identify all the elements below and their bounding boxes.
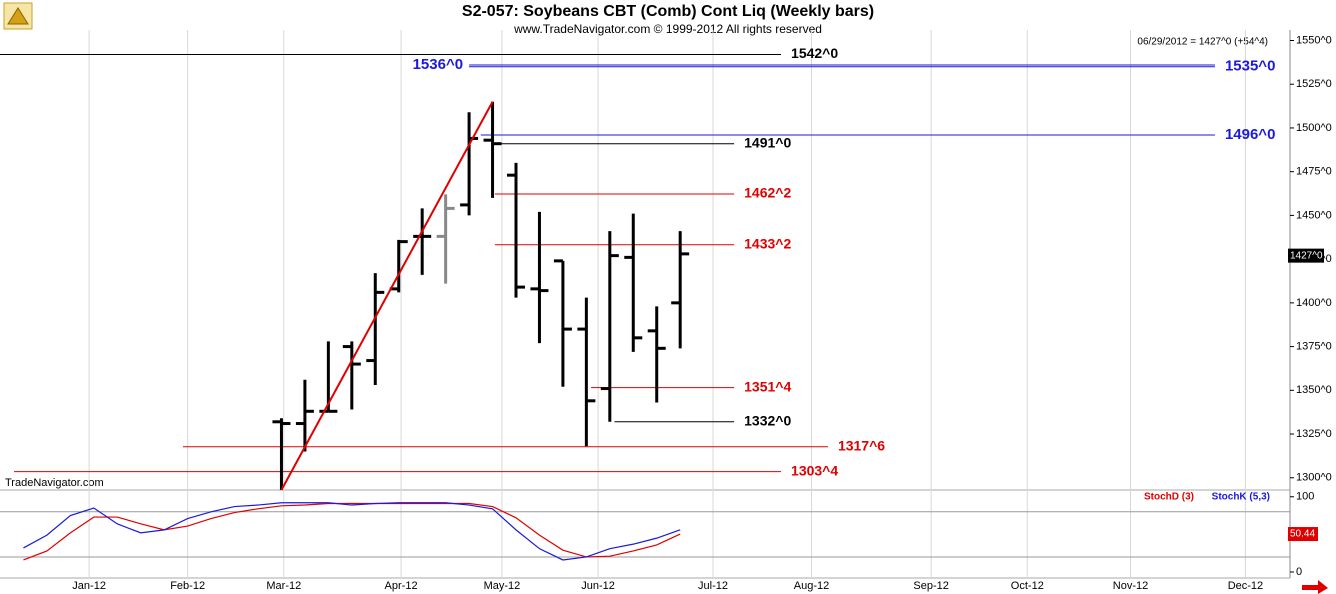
x-tick-label: Jun-12 xyxy=(581,580,615,592)
indicator-line xyxy=(23,502,681,561)
y-tick-label: 1325^0 xyxy=(1296,428,1332,440)
level-label: 1317^6 xyxy=(838,437,885,453)
x-tick-label: Feb-12 xyxy=(170,580,205,592)
level-label: 1536^0 xyxy=(413,56,463,73)
chart-subtitle: www.TradeNavigator.com © 1999-2012 All r… xyxy=(513,22,822,36)
level-label: 1496^0 xyxy=(1225,126,1275,143)
x-tick-label: Jan-12 xyxy=(72,580,106,592)
last-value-label: 50.44 xyxy=(1290,529,1315,540)
x-tick-label: Nov-12 xyxy=(1113,580,1148,592)
last-price-label: 1427^0 xyxy=(1290,250,1323,261)
last-value-box xyxy=(1288,527,1318,542)
level-label: 1542^0 xyxy=(791,45,838,61)
x-tick-label: May-12 xyxy=(484,580,521,592)
level-label: 1491^0 xyxy=(744,134,791,150)
y-tick-label: 1300^0 xyxy=(1296,472,1332,484)
level-label: 1433^2 xyxy=(744,235,791,251)
y-tick-label: 1450^0 xyxy=(1296,209,1332,221)
trendline xyxy=(280,101,494,491)
x-tick-label: Aug-12 xyxy=(794,580,829,592)
y-tick-label: 1400^0 xyxy=(1296,297,1332,309)
level-label: 1535^0 xyxy=(1225,58,1275,75)
legend-entry: StochD (3) xyxy=(1144,492,1194,503)
indicator-line xyxy=(23,502,681,561)
y-tick-label: 1550^0 xyxy=(1296,34,1332,46)
x-tick-label: Sep-12 xyxy=(913,580,948,592)
x-tick-label: Jul-12 xyxy=(698,580,728,592)
logo xyxy=(3,2,33,30)
x-tick-label: Mar-12 xyxy=(266,580,301,592)
y-tick-label: 1350^0 xyxy=(1296,384,1332,396)
y-tick-label: 1475^0 xyxy=(1296,166,1332,178)
level-label: 1303^4 xyxy=(791,462,838,478)
header-note: 06/29/2012 = 1427^0 (+54^4) xyxy=(1137,37,1268,48)
y2-tick-label: 0 xyxy=(1296,566,1302,578)
y2-tick-label: 100 xyxy=(1296,491,1314,503)
level-label: 1462^2 xyxy=(744,185,791,201)
x-tick-label: Dec-12 xyxy=(1228,580,1263,592)
level-label: 1332^0 xyxy=(744,412,791,428)
y-tick-label: 1525^0 xyxy=(1296,78,1332,90)
x-tick-label: Oct-12 xyxy=(1011,580,1044,592)
y-tick-label: 1375^0 xyxy=(1296,340,1332,352)
x-tick-label: Apr-12 xyxy=(385,580,418,592)
legend-entry: StochK (5,3) xyxy=(1212,492,1270,503)
last-price-box xyxy=(1288,248,1324,263)
level-label: 1351^4 xyxy=(744,378,791,394)
y-tick-label: 1500^0 xyxy=(1296,122,1332,134)
chart-title: S2-057: Soybeans CBT (Comb) Cont Liq (We… xyxy=(462,3,874,20)
scroll-arrow[interactable] xyxy=(1302,580,1328,594)
watermark: TradeNavigator.com xyxy=(5,477,104,489)
